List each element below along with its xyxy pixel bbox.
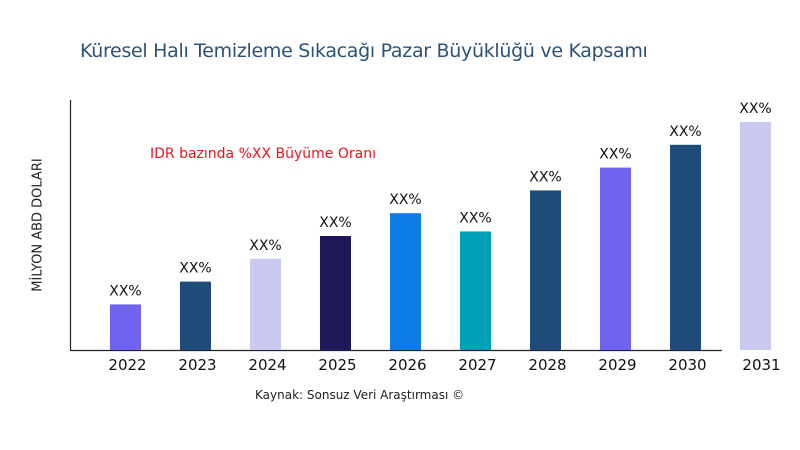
x-tick-label-2031: 2031 (742, 356, 780, 374)
data-label-2028: XX% (529, 169, 561, 185)
chart-title: Küresel Halı Temizleme Sıkacağı Pazar Bü… (80, 40, 648, 62)
x-tick-label-2023: 2023 (178, 356, 216, 374)
bar-2030 (670, 144, 701, 350)
x-tick-label-2024: 2024 (248, 356, 286, 374)
bar-2029 (600, 167, 631, 350)
data-label-2026: XX% (389, 192, 421, 208)
bar-2031 (740, 122, 771, 350)
data-label-2030: XX% (669, 124, 701, 140)
x-tick-label-2027: 2027 (458, 356, 496, 374)
data-label-2031: XX% (739, 101, 771, 117)
x-tick-label-2029: 2029 (598, 356, 636, 374)
growth-rate-annotation: IDR bazında %XX Büyüme Oranı (150, 146, 376, 162)
bar-2022 (110, 304, 141, 350)
data-label-2022: XX% (109, 283, 141, 299)
data-label-2024: XX% (249, 238, 281, 254)
x-tick-label-2025: 2025 (318, 356, 356, 374)
x-tick-label-2030: 2030 (668, 356, 706, 374)
x-tick-label-2022: 2022 (108, 356, 146, 374)
bar-2026 (390, 213, 421, 350)
bar-2023 (180, 281, 211, 350)
x-tick-label-2026: 2026 (388, 356, 426, 374)
bar-2028 (530, 190, 561, 350)
source-note: Kaynak: Sonsuz Veri Araştırması © (255, 388, 465, 402)
bar-2027 (460, 231, 491, 350)
data-label-2029: XX% (599, 147, 631, 163)
x-tick-label-2028: 2028 (528, 356, 566, 374)
data-label-2025: XX% (319, 215, 351, 231)
data-label-2023: XX% (179, 261, 211, 277)
data-label-2027: XX% (459, 210, 491, 226)
bar-2024 (250, 258, 281, 350)
bar-2025 (320, 236, 351, 350)
